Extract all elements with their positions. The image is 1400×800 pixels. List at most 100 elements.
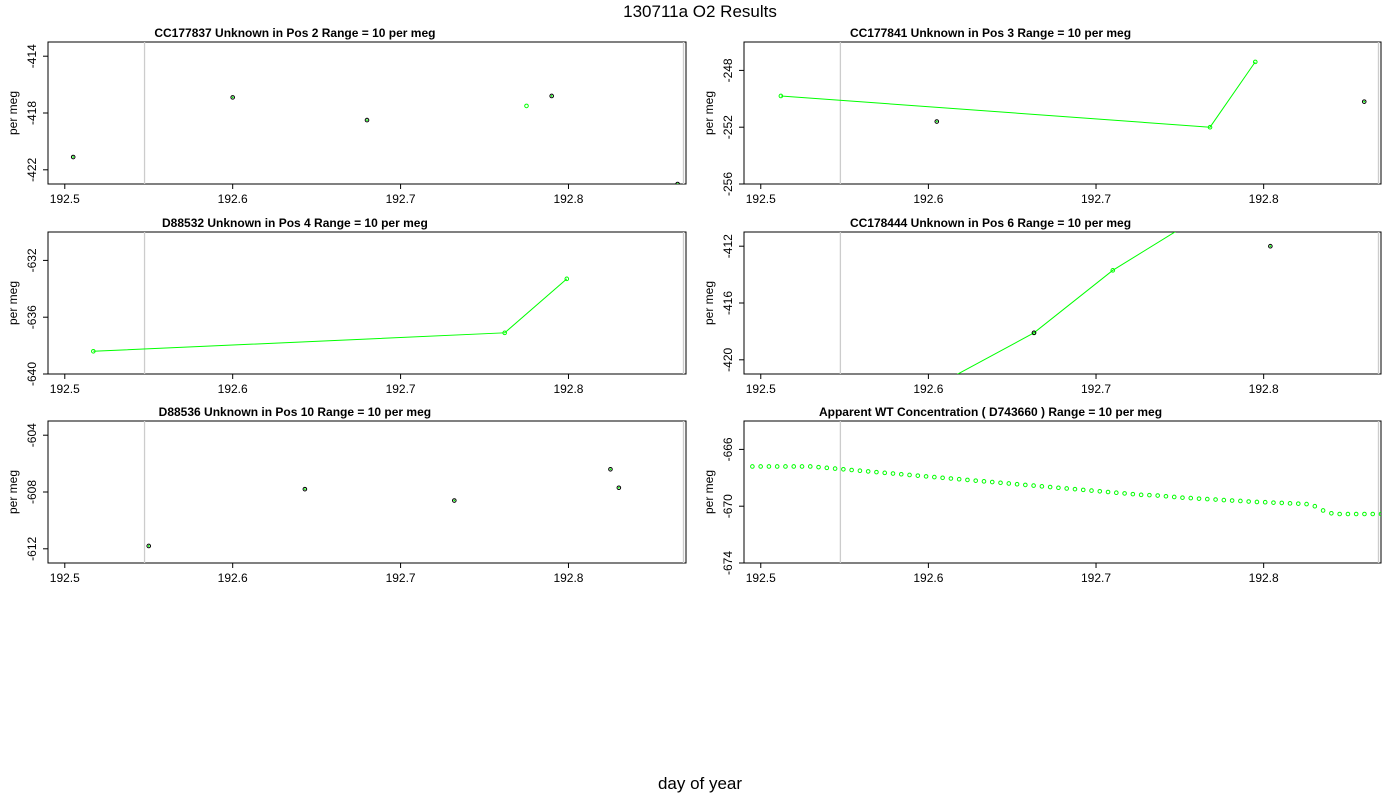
data-point (874, 469, 879, 475)
plot-area (70, 93, 680, 184)
panel-title: D88532 Unknown in Pos 4 Range = 10 per m… (162, 216, 428, 230)
data-point (1370, 511, 1376, 517)
panel-title: CC177841 Unknown in Pos 3 Range = 10 per… (850, 26, 1131, 40)
data-point (1345, 511, 1351, 517)
data-point (981, 479, 987, 484)
data-point (934, 119, 940, 124)
data-point (524, 103, 529, 109)
page-title: 130711a O2 Results (623, 2, 777, 21)
data-point (783, 464, 788, 469)
y-tick-label: -604 (25, 423, 39, 447)
data-point (1229, 498, 1235, 503)
y-tick-label: -418 (25, 101, 39, 125)
data-point (302, 486, 308, 492)
data-point (824, 465, 830, 471)
data-point (915, 473, 921, 478)
data-point (1163, 493, 1169, 499)
data-point (907, 472, 912, 478)
x-axis-label: day of year (657, 774, 743, 793)
y-tick-label: -248 (721, 58, 735, 82)
y-tick-label: -422 (25, 157, 39, 181)
y-tick-label: -670 (721, 494, 735, 518)
data-point (1362, 511, 1367, 517)
data-point (778, 93, 784, 99)
data-point (890, 471, 896, 476)
data-point (948, 476, 954, 481)
panel-title: D88536 Unknown in Pos 10 Range = 10 per … (159, 405, 431, 419)
data-point-core (303, 488, 306, 491)
data-point (841, 466, 846, 472)
y-axis-label: per meg (702, 470, 716, 514)
y-tick-label: -256 (721, 172, 735, 196)
x-tick-label: 192.7 (1081, 571, 1111, 585)
data-point (502, 330, 507, 336)
data-point (1279, 500, 1285, 506)
x-tick-label: 192.6 (913, 192, 943, 206)
data-point (616, 485, 622, 491)
data-point (965, 477, 970, 483)
data-point (1246, 499, 1251, 504)
data-point-core (676, 183, 679, 184)
data-point (1014, 481, 1020, 487)
plot-area (750, 464, 1381, 517)
x-tick-label: 192.5 (50, 382, 80, 396)
y-tick-label: -252 (721, 115, 735, 139)
data-point (1312, 503, 1318, 509)
y-tick-label: -674 (721, 551, 735, 575)
y-tick-label: -640 (25, 362, 39, 386)
panel-6: Apparent WT Concentration ( D743660 ) Ra… (702, 405, 1382, 585)
data-point (1295, 501, 1301, 506)
data-point (1353, 511, 1359, 517)
x-tick-label: 192.8 (1249, 571, 1279, 585)
x-tick-label: 192.5 (50, 192, 80, 206)
data-point (1329, 511, 1334, 516)
y-tick-label: -416 (721, 291, 735, 315)
data-point (989, 479, 995, 485)
data-point (1207, 124, 1213, 130)
x-tick-label: 192.7 (386, 192, 416, 206)
data-point-core (72, 156, 75, 158)
data-point-core (617, 486, 620, 489)
data-point (998, 480, 1003, 486)
plot-area (778, 59, 1367, 130)
data-point (1114, 490, 1119, 496)
data-point-core (1363, 100, 1366, 103)
data-point (898, 471, 904, 477)
data-point-core (147, 545, 150, 547)
data-point (608, 466, 613, 472)
data-point (1304, 501, 1309, 507)
panel-title: CC177837 Unknown in Pos 2 Range = 10 per… (154, 26, 435, 40)
y-tick-label: -420 (721, 347, 735, 371)
data-point (923, 474, 929, 479)
x-tick-label: 192.8 (1249, 382, 1279, 396)
data-point (1221, 497, 1227, 503)
x-tick-label: 192.6 (218, 192, 248, 206)
x-tick-label: 192.8 (553, 192, 583, 206)
data-point-core (1269, 245, 1272, 248)
plot-frame (47, 231, 687, 375)
data-point (1188, 495, 1194, 501)
data-point (956, 476, 962, 482)
data-point-core (231, 96, 234, 99)
data-point (1238, 498, 1243, 504)
data-point (1205, 496, 1210, 502)
x-tick-label: 192.6 (913, 382, 943, 396)
data-point-core (453, 499, 456, 502)
data-point (1080, 487, 1086, 493)
series-line (93, 278, 568, 352)
data-point (1271, 500, 1276, 505)
plot-frame (743, 420, 1382, 564)
data-point (1105, 489, 1111, 495)
data-point (549, 93, 554, 99)
data-point (799, 464, 805, 469)
data-point (750, 464, 755, 469)
data-point (1122, 491, 1127, 496)
y-tick-label: -612 (25, 536, 39, 560)
data-point (882, 470, 888, 476)
series-line (780, 61, 1256, 128)
data-point (932, 474, 937, 480)
data-point (1072, 486, 1078, 492)
data-point-core (609, 468, 612, 471)
panel-5: D88536 Unknown in Pos 10 Range = 10 per … (6, 405, 687, 585)
data-point (1171, 494, 1177, 500)
